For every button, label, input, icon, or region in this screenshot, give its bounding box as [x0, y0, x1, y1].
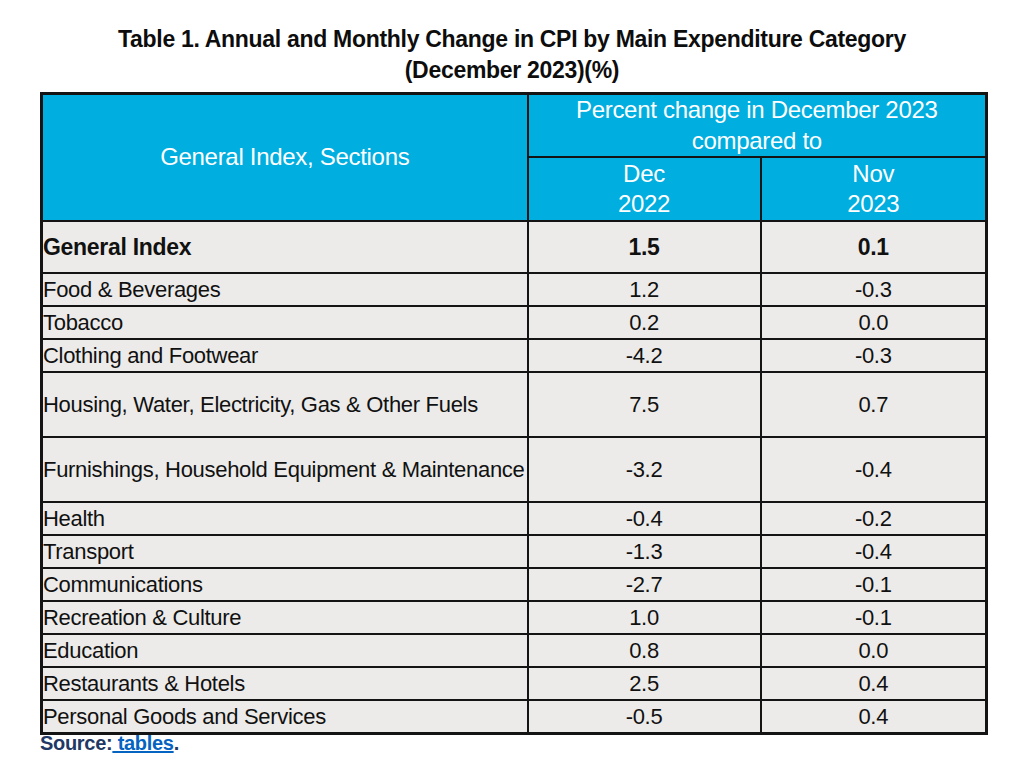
row-label: Education: [42, 634, 528, 667]
table-row: Personal Goods and Services -0.5 0.4: [42, 700, 987, 733]
value-nov2023: 0.7: [761, 372, 987, 437]
value-dec2022: -0.5: [528, 700, 761, 733]
header-sections: General Index, Sections: [42, 94, 528, 222]
table-row: Recreation & Culture 1.0 -0.1: [42, 601, 987, 634]
source-label: Source:: [40, 732, 112, 754]
table-title-line2: (December 2023)(%): [0, 55, 1024, 86]
page: Table 1. Annual and Monthly Change in CP…: [0, 0, 1024, 768]
value-nov2023: -0.2: [761, 502, 987, 535]
value-dec2022: -2.7: [528, 568, 761, 601]
table-row: General Index 1.5 0.1: [42, 221, 987, 273]
value-dec2022: -4.2: [528, 339, 761, 372]
table-title: Table 1. Annual and Monthly Change in CP…: [0, 24, 1024, 86]
table-row: Housing, Water, Electricity, Gas & Other…: [42, 372, 987, 437]
value-dec2022: 1.5: [528, 221, 761, 273]
value-dec2022: -1.3: [528, 535, 761, 568]
table-row: Clothing and Footwear -4.2 -0.3: [42, 339, 987, 372]
table-row: Restaurants & Hotels 2.5 0.4: [42, 667, 987, 700]
row-label: Communications: [42, 568, 528, 601]
value-dec2022: 0.2: [528, 306, 761, 339]
value-dec2022: 1.2: [528, 273, 761, 306]
value-dec2022: -0.4: [528, 502, 761, 535]
row-label: Transport: [42, 535, 528, 568]
row-label: General Index: [42, 221, 528, 273]
value-nov2023: -0.1: [761, 568, 987, 601]
value-nov2023: 0.4: [761, 700, 987, 733]
cpi-table: General Index, Sections Percent change i…: [40, 92, 988, 735]
table-row: Health -0.4 -0.2: [42, 502, 987, 535]
header-nov-2023: Nov 2023: [761, 157, 987, 221]
value-nov2023: -0.4: [761, 535, 987, 568]
table-row: Tobacco 0.2 0.0: [42, 306, 987, 339]
row-label: Personal Goods and Services: [42, 700, 528, 733]
header-percent-change: Percent change in December 2023 compared…: [528, 94, 987, 158]
row-label: Food & Beverages: [42, 273, 528, 306]
value-dec2022: 1.0: [528, 601, 761, 634]
table-row: Education 0.8 0.0: [42, 634, 987, 667]
value-dec2022: 7.5: [528, 372, 761, 437]
row-label: Furnishings, Household Equipment & Maint…: [42, 437, 528, 502]
source-period: .: [174, 732, 179, 754]
value-nov2023: 0.1: [761, 221, 987, 273]
value-dec2022: 2.5: [528, 667, 761, 700]
row-label: Tobacco: [42, 306, 528, 339]
table-row: Transport -1.3 -0.4: [42, 535, 987, 568]
value-nov2023: 0.0: [761, 306, 987, 339]
value-nov2023: 0.0: [761, 634, 987, 667]
value-nov2023: -0.4: [761, 437, 987, 502]
value-dec2022: 0.8: [528, 634, 761, 667]
table-title-line1: Table 1. Annual and Monthly Change in CP…: [0, 24, 1024, 55]
header-dec-2022: Dec 2022: [528, 157, 761, 221]
source-tables-link[interactable]: tables: [112, 732, 173, 754]
value-nov2023: -0.3: [761, 339, 987, 372]
row-label: Housing, Water, Electricity, Gas & Other…: [42, 372, 528, 437]
value-nov2023: 0.4: [761, 667, 987, 700]
row-label: Health: [42, 502, 528, 535]
table-row: Food & Beverages 1.2 -0.3: [42, 273, 987, 306]
table-row: Furnishings, Household Equipment & Maint…: [42, 437, 987, 502]
table-row: Communications -2.7 -0.1: [42, 568, 987, 601]
value-nov2023: -0.3: [761, 273, 987, 306]
value-nov2023: -0.1: [761, 601, 987, 634]
row-label: Clothing and Footwear: [42, 339, 528, 372]
row-label: Restaurants & Hotels: [42, 667, 528, 700]
row-label: Recreation & Culture: [42, 601, 528, 634]
value-dec2022: -3.2: [528, 437, 761, 502]
source-line: Source: tables.: [40, 732, 179, 755]
